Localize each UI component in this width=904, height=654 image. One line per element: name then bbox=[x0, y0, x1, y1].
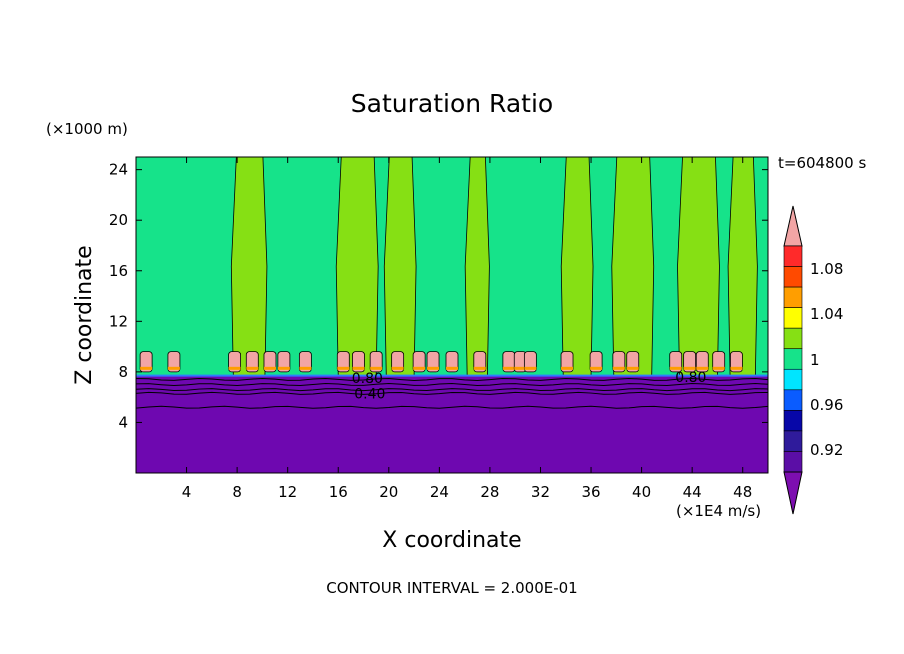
supersaturation-cell-edge bbox=[590, 366, 603, 370]
x-tick-label: 12 bbox=[278, 483, 297, 501]
cloud-column bbox=[727, 156, 758, 377]
supersaturation-cell-edge bbox=[140, 366, 153, 370]
cloud-column bbox=[230, 156, 268, 377]
supersaturation-cell-edge bbox=[514, 366, 527, 370]
supersaturation-cell-edge bbox=[696, 366, 709, 370]
supersaturation-cell-edge bbox=[299, 366, 312, 370]
y-tick-label: 8 bbox=[118, 363, 128, 381]
cloud-column bbox=[383, 156, 417, 377]
y-axis-label: Z coordinate bbox=[72, 245, 97, 384]
supersaturation-cell-edge bbox=[683, 366, 696, 370]
contour-line bbox=[135, 391, 769, 395]
supersaturation-cell-edge bbox=[246, 366, 259, 370]
cloud-column bbox=[335, 156, 379, 377]
supersaturation-cell-edge bbox=[228, 366, 241, 370]
supersaturation-cell-edge bbox=[612, 366, 625, 370]
chart-title: Saturation Ratio bbox=[351, 89, 553, 118]
x-axis-label: X coordinate bbox=[382, 528, 521, 553]
cloud-column bbox=[560, 156, 594, 377]
contour-label: 0.40 bbox=[354, 386, 385, 402]
supersaturation-cell-edge bbox=[473, 366, 486, 370]
x-tick-label: 48 bbox=[733, 483, 752, 501]
supersaturation-cell-edge bbox=[712, 366, 725, 370]
supersaturation-cell-edge bbox=[561, 366, 574, 370]
x-tick-label: 32 bbox=[531, 483, 550, 501]
moist-layer-region bbox=[136, 157, 768, 376]
colorbar-under-triangle bbox=[783, 471, 803, 515]
supersaturation-cell-edge bbox=[524, 366, 537, 370]
cloud-column bbox=[611, 156, 655, 377]
cloud-column bbox=[677, 156, 720, 377]
colorbar-level-label: 0.96 bbox=[810, 396, 843, 414]
colorbar-swatch bbox=[783, 286, 803, 308]
x-tick-label: 36 bbox=[581, 483, 600, 501]
supersaturation-cell-edge bbox=[502, 366, 515, 370]
contour-line bbox=[135, 388, 769, 392]
supersaturation-cell-edge bbox=[626, 366, 639, 370]
supersaturation-cell-edge bbox=[263, 366, 276, 370]
colorbar-level-label: 1 bbox=[810, 351, 820, 369]
x-tick-label: 40 bbox=[632, 483, 651, 501]
y-tick-label: 12 bbox=[109, 312, 128, 330]
colorbar-swatch bbox=[783, 451, 803, 473]
cloud-column bbox=[464, 156, 490, 377]
y-units-label: (×1000 m) bbox=[46, 120, 128, 138]
colorbar-over-triangle bbox=[783, 205, 803, 247]
plot-frame bbox=[135, 156, 769, 474]
colorbar-swatch bbox=[783, 410, 803, 432]
y-tick-label: 16 bbox=[109, 262, 128, 280]
supersaturation-cell-edge bbox=[730, 366, 743, 370]
y-tick-label: 20 bbox=[109, 211, 128, 229]
colorbar-swatch bbox=[783, 389, 803, 411]
supersaturation-cell-edge bbox=[277, 366, 290, 370]
contour-label: 0.80 bbox=[675, 370, 706, 386]
colorbar-swatch bbox=[783, 368, 803, 391]
contour-line bbox=[135, 383, 769, 387]
x-tick-label: 20 bbox=[379, 483, 398, 501]
supersaturation-cell-edge bbox=[669, 366, 682, 370]
x-axis: 4 8 12 16 20 24 28 32 36 40 44 48 bbox=[182, 157, 752, 501]
supersaturation-cell-edge bbox=[446, 366, 458, 370]
colorbar-swatch bbox=[783, 348, 803, 370]
colorbar-swatch bbox=[783, 430, 803, 452]
supersaturation-cell-edge bbox=[391, 366, 404, 370]
colorbar-level-label: 1.08 bbox=[810, 260, 843, 278]
x-units-label: (×1E4 m/s) bbox=[676, 502, 761, 520]
x-tick-label: 4 bbox=[182, 483, 192, 501]
dry-layer-region bbox=[136, 375, 768, 473]
supersaturation-cell-edge bbox=[427, 366, 440, 370]
supersaturation-cell-edge bbox=[337, 366, 350, 370]
colorbar-swatch bbox=[783, 307, 803, 329]
contour-line bbox=[135, 377, 769, 381]
colorbar-swatch bbox=[783, 327, 803, 350]
colorbar: 0.92 0.96 1 1.04 1.08 bbox=[783, 205, 843, 515]
colorbar-swatch bbox=[783, 266, 803, 288]
y-tick-label: 24 bbox=[109, 161, 128, 179]
y-axis: 4 8 12 16 20 24 bbox=[109, 161, 768, 431]
colorbar-level-label: 0.92 bbox=[810, 441, 843, 459]
y-tick-label: 4 bbox=[118, 413, 128, 431]
colorbar-level-label: 1.04 bbox=[810, 305, 843, 323]
x-tick-label: 24 bbox=[430, 483, 449, 501]
contour-line bbox=[135, 405, 769, 409]
supersaturation-cell-edge bbox=[370, 366, 383, 370]
plot-area: 0.800.400.80 bbox=[135, 156, 769, 474]
contour-label: 0.80 bbox=[352, 371, 383, 387]
colorbar-swatch bbox=[783, 245, 803, 267]
supersaturation-cell-edge bbox=[352, 366, 365, 370]
contour-interval-note: CONTOUR INTERVAL = 2.000E-01 bbox=[326, 579, 577, 597]
time-label: t=604800 s bbox=[778, 154, 866, 172]
x-tick-label: 28 bbox=[480, 483, 499, 501]
x-tick-label: 44 bbox=[683, 483, 702, 501]
supersaturation-cell-edge bbox=[413, 366, 426, 370]
x-tick-label: 16 bbox=[329, 483, 348, 501]
x-tick-label: 8 bbox=[232, 483, 242, 501]
supersaturation-cell-edge bbox=[167, 366, 180, 370]
